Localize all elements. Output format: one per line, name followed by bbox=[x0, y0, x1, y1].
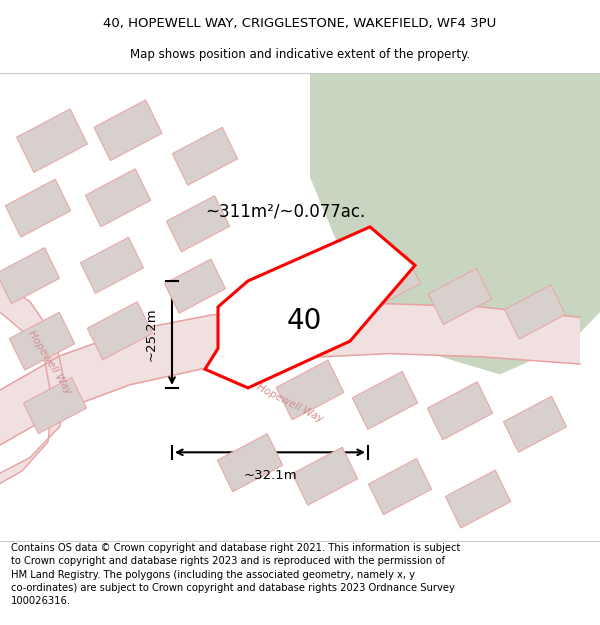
Text: ~311m²/~0.077ac.: ~311m²/~0.077ac. bbox=[205, 202, 365, 220]
Polygon shape bbox=[445, 470, 511, 528]
Polygon shape bbox=[368, 459, 431, 514]
Polygon shape bbox=[85, 169, 151, 227]
Polygon shape bbox=[205, 227, 415, 388]
Polygon shape bbox=[23, 378, 86, 434]
Polygon shape bbox=[94, 100, 162, 161]
Polygon shape bbox=[352, 371, 418, 429]
Text: 40, HOPEWELL WAY, CRIGGLESTONE, WAKEFIELD, WF4 3PU: 40, HOPEWELL WAY, CRIGGLESTONE, WAKEFIEL… bbox=[103, 17, 497, 30]
Polygon shape bbox=[292, 448, 358, 505]
Polygon shape bbox=[80, 238, 143, 293]
Text: ~25.2m: ~25.2m bbox=[145, 308, 158, 361]
Text: Contains OS data © Crown copyright and database right 2021. This information is : Contains OS data © Crown copyright and d… bbox=[11, 543, 460, 606]
Polygon shape bbox=[217, 434, 283, 492]
Polygon shape bbox=[5, 179, 71, 237]
Polygon shape bbox=[276, 360, 344, 420]
Text: Hopewell Way: Hopewell Way bbox=[26, 328, 74, 396]
Polygon shape bbox=[88, 302, 152, 360]
Polygon shape bbox=[166, 196, 230, 252]
Polygon shape bbox=[10, 312, 74, 370]
Polygon shape bbox=[359, 254, 421, 308]
Polygon shape bbox=[17, 109, 88, 172]
Polygon shape bbox=[172, 127, 238, 185]
Polygon shape bbox=[0, 304, 580, 445]
Polygon shape bbox=[310, 73, 600, 374]
Polygon shape bbox=[0, 281, 65, 484]
Text: Map shows position and indicative extent of the property.: Map shows position and indicative extent… bbox=[130, 48, 470, 61]
Polygon shape bbox=[427, 382, 493, 440]
Polygon shape bbox=[164, 259, 226, 313]
Text: 40: 40 bbox=[286, 307, 322, 335]
Text: ~32.1m: ~32.1m bbox=[243, 469, 297, 482]
Polygon shape bbox=[503, 396, 566, 452]
Polygon shape bbox=[428, 269, 491, 324]
Polygon shape bbox=[505, 285, 565, 339]
Text: Hopewell Way: Hopewell Way bbox=[255, 382, 325, 424]
Polygon shape bbox=[0, 248, 59, 304]
